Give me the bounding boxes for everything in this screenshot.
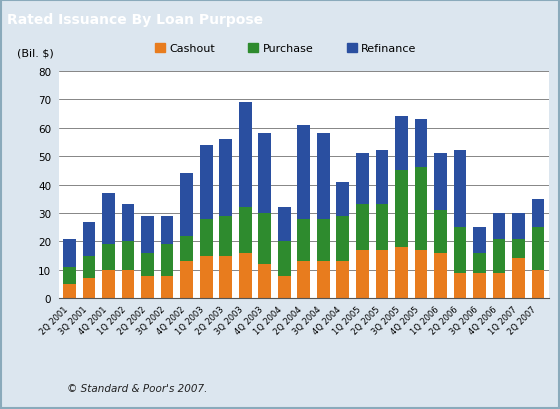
Legend: Cashout, Purchase, Refinance: Cashout, Purchase, Refinance (150, 40, 421, 58)
Bar (278, 208, 291, 242)
Bar (297, 219, 310, 262)
Bar (161, 245, 174, 276)
Bar (141, 216, 154, 253)
Bar (102, 245, 115, 270)
Bar (317, 219, 330, 262)
Bar (414, 250, 427, 299)
Bar (297, 262, 310, 299)
Bar (473, 273, 486, 299)
Bar (102, 193, 115, 245)
Text: (Bil. $): (Bil. $) (17, 48, 54, 58)
Text: © Standard & Poor's 2007.: © Standard & Poor's 2007. (67, 384, 208, 393)
Bar (180, 174, 193, 236)
Bar (434, 154, 447, 211)
Bar (531, 270, 544, 299)
Bar (122, 205, 134, 242)
Bar (122, 270, 134, 299)
Bar (180, 262, 193, 299)
Bar (356, 250, 368, 299)
Bar (317, 262, 330, 299)
Bar (220, 256, 232, 299)
Bar (512, 213, 525, 239)
Bar (395, 117, 408, 171)
Bar (258, 213, 271, 265)
Bar (161, 216, 174, 245)
Bar (63, 239, 76, 267)
Bar (200, 145, 213, 219)
Bar (122, 242, 134, 270)
Bar (414, 168, 427, 250)
Bar (376, 151, 388, 205)
Text: Rated Issuance By Loan Purpose: Rated Issuance By Loan Purpose (7, 13, 263, 27)
Bar (180, 236, 193, 262)
Bar (239, 253, 251, 299)
Bar (356, 205, 368, 250)
Bar (337, 216, 349, 262)
Bar (337, 182, 349, 216)
Bar (141, 276, 154, 299)
Bar (63, 284, 76, 299)
Bar (434, 253, 447, 299)
Bar (258, 134, 271, 213)
Bar (83, 256, 95, 279)
Bar (141, 253, 154, 276)
Bar (83, 279, 95, 299)
Bar (493, 213, 505, 239)
Bar (512, 259, 525, 299)
Bar (220, 216, 232, 256)
Bar (200, 219, 213, 256)
Bar (278, 276, 291, 299)
Bar (83, 222, 95, 256)
Bar (278, 242, 291, 276)
Bar (454, 273, 466, 299)
Bar (239, 103, 251, 208)
Bar (258, 265, 271, 299)
Bar (376, 250, 388, 299)
Bar (220, 139, 232, 216)
Bar (297, 126, 310, 219)
Bar (493, 273, 505, 299)
Bar (531, 228, 544, 270)
Bar (337, 262, 349, 299)
Bar (414, 120, 427, 168)
Bar (376, 205, 388, 250)
Bar (395, 247, 408, 299)
Bar (239, 208, 251, 253)
Bar (63, 267, 76, 284)
Bar (512, 239, 525, 259)
Bar (473, 228, 486, 253)
Bar (102, 270, 115, 299)
Bar (356, 154, 368, 205)
Bar (531, 199, 544, 228)
Bar (161, 276, 174, 299)
Bar (473, 253, 486, 273)
Bar (317, 134, 330, 219)
Bar (454, 228, 466, 273)
Bar (454, 151, 466, 228)
Bar (200, 256, 213, 299)
Bar (434, 211, 447, 253)
Bar (493, 239, 505, 273)
Bar (395, 171, 408, 247)
